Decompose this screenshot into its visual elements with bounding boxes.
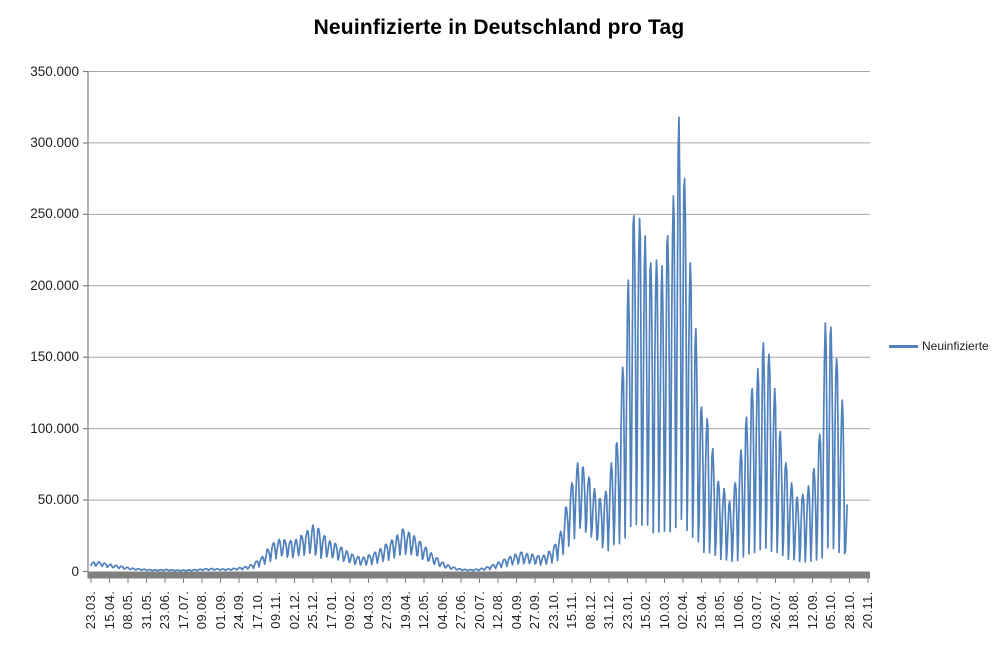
- x-axis-label: 17.07.: [175, 590, 191, 630]
- x-axis-label: 02.12.: [286, 590, 302, 630]
- y-axis-label: 0: [71, 563, 79, 579]
- x-axis-label: 04.06.: [434, 590, 450, 630]
- x-axis-label: 08.12.: [582, 590, 598, 630]
- y-axis-label: 200.000: [30, 277, 79, 293]
- x-axis-label: 15.11.: [564, 591, 579, 629]
- x-axis-label: 17.10.: [249, 590, 265, 630]
- y-axis-label: 50.000: [37, 492, 79, 508]
- x-axis-label: 04.03.: [360, 590, 376, 630]
- x-axis-label: 23.01.: [619, 590, 635, 630]
- x-axis-label: 17.01.: [323, 590, 339, 630]
- x-axis-label: 20.07.: [471, 590, 487, 630]
- x-axis-label: 23.10.: [545, 590, 561, 630]
- x-axis-label: 24.09.: [231, 590, 246, 630]
- x-axis-line: [88, 571, 870, 579]
- x-axis-label: 23.06.: [157, 590, 172, 630]
- y-axis-label: 250.000: [30, 206, 79, 222]
- y-axis-label: 150.000: [30, 349, 79, 365]
- y-axis-label: 350.000: [30, 63, 79, 79]
- legend-label: Neuinfizierte: [922, 339, 989, 353]
- x-axis-label: 25.12.: [305, 590, 320, 630]
- data-series-group: [90, 116, 848, 572]
- data-series-line: [90, 116, 848, 572]
- x-axis-label: 18.05.: [712, 590, 727, 630]
- x-axis-label: 31.12.: [601, 590, 616, 630]
- x-axis-label: 02.04.: [675, 590, 690, 630]
- x-axis-label: 20.11.: [860, 591, 875, 629]
- x-axis-label: 12.05.: [416, 590, 431, 630]
- x-axis-label: 10.03.: [656, 590, 672, 630]
- x-axis-label: 12.08.: [490, 590, 505, 630]
- x-axis-label: 09.11.: [268, 591, 283, 629]
- x-axis-label: 03.07.: [749, 590, 764, 630]
- x-axis-label: 26.07.: [767, 590, 783, 630]
- x-axis-label: 08.05.: [120, 590, 135, 630]
- chart-title: Neuinfizierte in Deutschland pro Tag: [313, 16, 685, 39]
- x-axis-label: 27.06.: [453, 590, 468, 630]
- legend-line-sample: [889, 344, 918, 348]
- x-axis-label: 27.09.: [527, 590, 542, 630]
- x-axis-label: 09.02.: [342, 590, 357, 630]
- x-axis-label: 05.10.: [823, 590, 838, 630]
- x-axis-label: 25.04.: [693, 590, 709, 630]
- x-axis-label: 01.09.: [212, 590, 228, 630]
- x-axis-label: 19.04.: [397, 590, 413, 630]
- x-axis-label: 04.09.: [508, 590, 524, 630]
- x-axis-label: 27.03.: [379, 590, 394, 630]
- legend: Neuinfizierte: [889, 338, 989, 354]
- x-axis-label: 18.08.: [786, 590, 801, 630]
- x-axis-label: 09.08.: [194, 590, 209, 630]
- y-axis-label: 300.000: [30, 134, 79, 150]
- x-axis-label: 10.06.: [730, 590, 746, 630]
- axis-lines: [87, 71, 870, 579]
- x-axis-label: 31.05.: [138, 590, 154, 630]
- x-axis-label: 12.09.: [804, 590, 820, 630]
- x-axis-label: 15.04.: [101, 590, 117, 630]
- axis-tick-marks: [83, 70, 869, 583]
- x-axis-label: 28.10.: [841, 590, 857, 630]
- y-axis-label: 100.000: [30, 420, 79, 436]
- x-axis-label: 15.02.: [638, 590, 653, 630]
- x-axis-label: 23.03.: [83, 590, 98, 630]
